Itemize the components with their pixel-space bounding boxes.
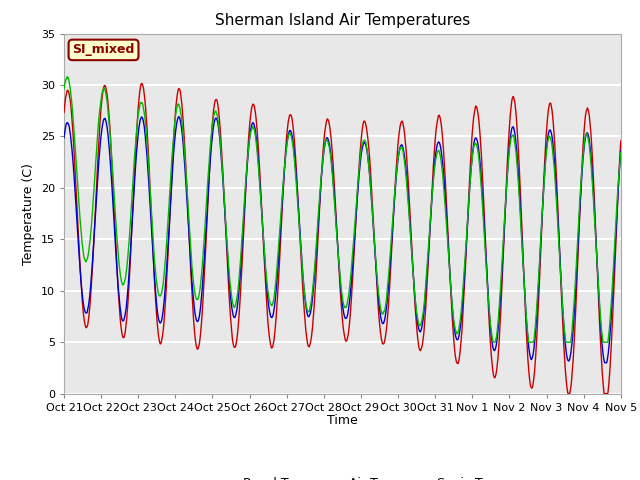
Line: Panel T: Panel T	[64, 84, 621, 394]
Air T	[60, 135, 68, 141]
Panel T	[601, 391, 609, 396]
Air T	[602, 360, 609, 366]
Air T	[601, 360, 609, 366]
Panel T	[60, 109, 68, 115]
Y-axis label: Temperature (C): Temperature (C)	[22, 163, 35, 264]
Panel T	[499, 266, 506, 272]
X-axis label: Time: Time	[327, 414, 358, 427]
Legend: Panel T, Air T, Sonic T: Panel T, Air T, Sonic T	[196, 472, 488, 480]
Sonic T	[89, 205, 97, 211]
Air T	[601, 360, 609, 366]
Air T	[88, 260, 96, 265]
Sonic T	[617, 150, 625, 156]
Air T	[617, 148, 625, 154]
Sonic T	[499, 243, 507, 249]
Sonic T	[316, 186, 324, 192]
Air T	[175, 114, 182, 120]
Panel T	[602, 391, 609, 396]
Sonic T	[63, 74, 71, 80]
Sonic T	[331, 207, 339, 213]
Sonic T	[602, 339, 609, 345]
Text: SI_mixed: SI_mixed	[72, 43, 135, 56]
Panel T	[88, 265, 96, 271]
Sonic T	[60, 86, 68, 92]
Panel T	[316, 193, 324, 199]
Title: Sherman Island Air Temperatures: Sherman Island Air Temperatures	[215, 13, 470, 28]
Air T	[316, 190, 324, 196]
Air T	[499, 255, 506, 261]
Panel T	[564, 391, 572, 396]
Sonic T	[601, 339, 609, 345]
Air T	[331, 203, 339, 209]
Sonic T	[490, 339, 497, 345]
Panel T	[138, 81, 145, 86]
Line: Sonic T: Sonic T	[64, 77, 621, 342]
Panel T	[331, 194, 339, 200]
Line: Air T: Air T	[64, 117, 621, 363]
Panel T	[617, 138, 625, 144]
